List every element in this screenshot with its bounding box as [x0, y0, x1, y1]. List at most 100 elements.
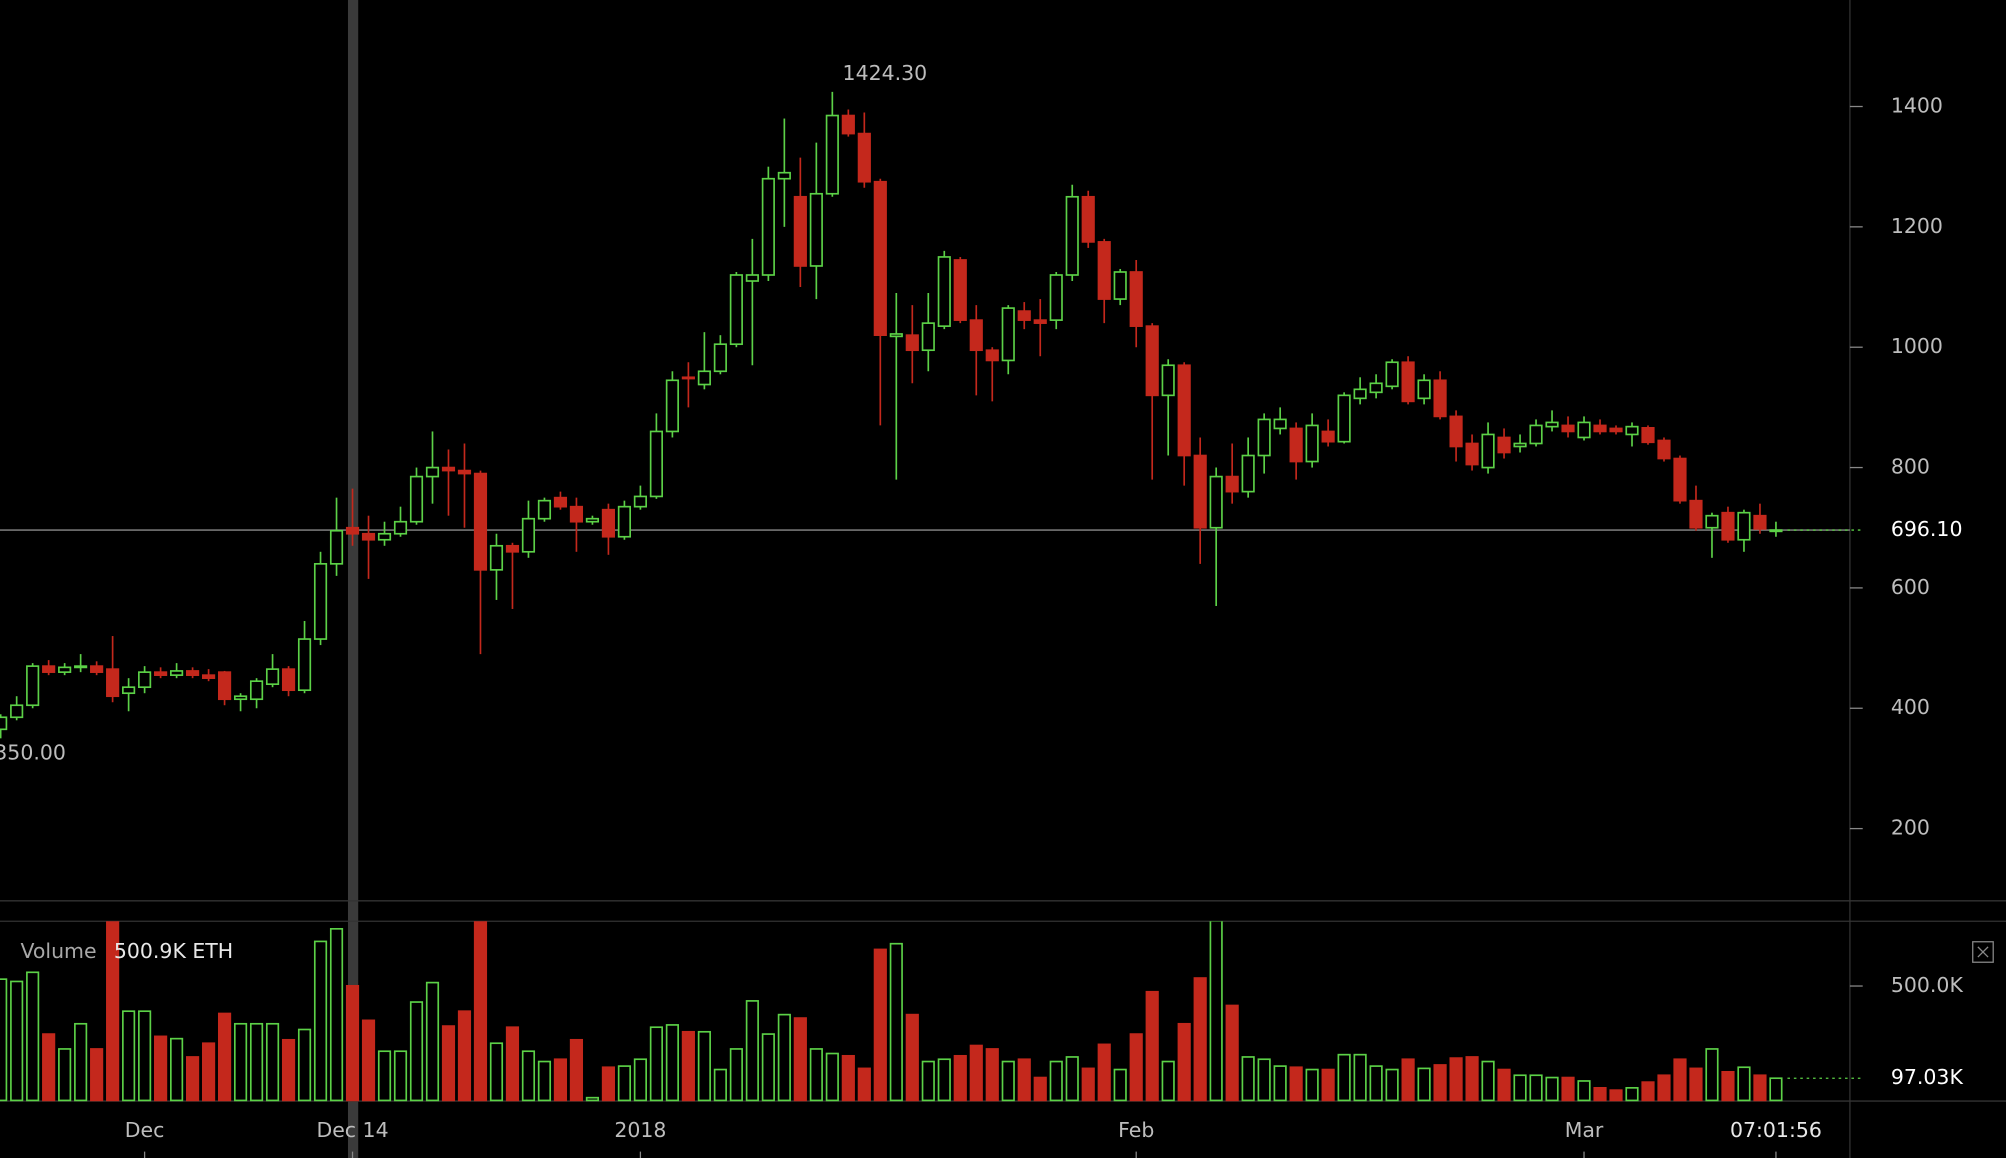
candle-body — [10, 704, 24, 719]
candle-body — [1401, 361, 1415, 403]
candle-body — [761, 177, 775, 276]
volume-bar — [1577, 1080, 1591, 1102]
volume-bar — [329, 927, 344, 1102]
volume-bar — [1721, 1070, 1735, 1102]
volume-bar — [26, 971, 40, 1102]
volume-bar — [649, 1026, 663, 1102]
volume-bar — [10, 980, 24, 1102]
candle-body — [74, 665, 88, 669]
candle-body — [745, 274, 759, 282]
candle-body — [122, 686, 136, 695]
x-tick-label: Mar — [1565, 1118, 1604, 1142]
candle-body — [1529, 424, 1543, 445]
candle-body — [1129, 271, 1143, 327]
candle-body — [841, 114, 855, 135]
volume-bar — [377, 1050, 392, 1102]
candle-body — [58, 666, 72, 673]
candle-body — [1705, 514, 1719, 529]
volume-bar — [1369, 1065, 1383, 1102]
candle-body — [249, 680, 264, 701]
volume-bar — [201, 1042, 216, 1102]
candle-body — [649, 430, 663, 498]
candle-body — [106, 668, 120, 698]
close-button[interactable] — [1972, 941, 1994, 963]
close-box[interactable] — [1972, 941, 1994, 963]
volume-bar — [1641, 1081, 1655, 1102]
volume-bar — [601, 1066, 616, 1102]
volume-bar — [1689, 1067, 1703, 1102]
y-tick-label: 200 — [1891, 816, 1930, 840]
candle-body — [937, 256, 951, 327]
candle-body — [1721, 511, 1735, 541]
volume-bar — [1161, 1060, 1175, 1102]
volume-bar — [505, 1026, 520, 1102]
candle-body — [505, 544, 520, 553]
high-label: 1424.30 — [843, 61, 928, 85]
candle-body — [1465, 442, 1479, 466]
candle-body — [697, 370, 711, 386]
candle-body — [409, 475, 424, 523]
volume-bar — [1529, 1074, 1543, 1102]
volume-bar — [409, 1001, 424, 1102]
candle-body — [201, 674, 216, 679]
candle-body — [1017, 310, 1031, 321]
candle-body — [825, 114, 839, 195]
y-tick-label: 600 — [1891, 575, 1930, 599]
volume-bar — [473, 921, 488, 1102]
countdown: 07:01:56 — [1730, 1118, 1822, 1142]
volume-bar — [1593, 1087, 1607, 1102]
volume-bar — [1481, 1060, 1495, 1102]
volume-bar — [1257, 1058, 1271, 1102]
volume-bar — [809, 1048, 823, 1102]
candle-body — [186, 670, 200, 676]
candle-body — [1321, 430, 1335, 443]
candle-body — [441, 466, 456, 472]
volume-bar — [697, 1030, 711, 1102]
volume-bar — [265, 1022, 280, 1102]
low-label: 350.00 — [0, 741, 66, 765]
volume-bar — [1609, 1089, 1623, 1102]
y-tick-label: 1400 — [1891, 94, 1943, 118]
volume-bar — [857, 1067, 871, 1102]
close-icon[interactable] — [1977, 946, 1989, 958]
volume-bar — [170, 1037, 184, 1102]
volume-bar — [1033, 1076, 1047, 1102]
volume-bar — [1017, 1058, 1031, 1102]
volume-bar — [793, 1017, 807, 1102]
candle-body — [1497, 436, 1511, 454]
candle-body — [921, 322, 935, 352]
candle-body — [665, 379, 679, 433]
candle-body — [1097, 241, 1111, 300]
volume-bar — [1145, 990, 1159, 1102]
volume-bar — [1737, 1066, 1751, 1102]
volume-bar — [1273, 1065, 1287, 1102]
candle-body — [777, 171, 791, 180]
volume-bar — [1545, 1076, 1559, 1102]
volume-bar — [1385, 1068, 1399, 1102]
y-tick-label: 400 — [1891, 695, 1930, 719]
candle-body — [0, 716, 8, 731]
volume-bar — [777, 1013, 791, 1102]
candle-body — [809, 192, 823, 267]
volume-bar — [1401, 1058, 1415, 1102]
volume-bar — [297, 1028, 312, 1102]
candle-body — [1577, 421, 1591, 439]
volume-bar — [729, 1048, 743, 1102]
volume-bar — [1353, 1053, 1367, 1102]
volume-bar — [1193, 977, 1207, 1102]
candle-body — [361, 532, 376, 541]
candle-body — [425, 466, 440, 478]
candle-body — [1209, 475, 1223, 529]
volume-bar — [1321, 1068, 1335, 1102]
volume-bar — [617, 1065, 632, 1102]
candle-body — [233, 695, 248, 701]
volume-bar — [1225, 1004, 1239, 1102]
volume-bar — [186, 1056, 200, 1102]
x-tick-label: Feb — [1118, 1118, 1154, 1142]
candle-body — [617, 505, 632, 538]
volume-bar — [90, 1048, 104, 1102]
volume-bar — [873, 948, 887, 1102]
volume-bar — [457, 1010, 472, 1102]
volume-title: Volume — [20, 939, 96, 963]
candle-body — [1689, 499, 1703, 529]
